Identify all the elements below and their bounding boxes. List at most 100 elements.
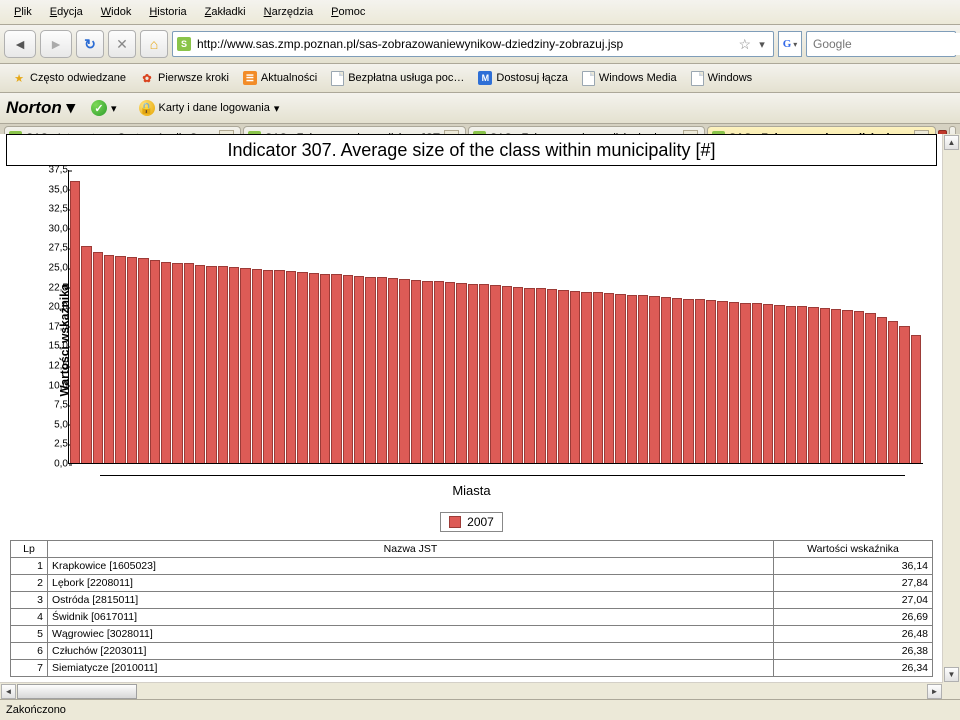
y-axis: 37,535,032,530,027,525,022,520,017,515,0… (34, 170, 68, 464)
chart-bar (388, 278, 398, 464)
search-input[interactable] (811, 33, 960, 55)
norton-status-button[interactable]: ✓ ▾ (85, 98, 123, 118)
chart-plot (70, 170, 921, 464)
bookmark-item[interactable]: ✿ Pierwsze kroki (134, 69, 235, 87)
search-bar[interactable] (806, 31, 956, 57)
bookmark-label: Pierwsze kroki (158, 72, 229, 84)
google-logo-icon: G (783, 38, 792, 50)
chart-bar (604, 293, 614, 464)
chart-bar (536, 288, 546, 464)
bookmark-star-icon[interactable]: ☆ (738, 36, 751, 53)
bookmark-label: Windows Media (599, 72, 677, 84)
chart-bar (468, 284, 478, 464)
chart-bar (627, 295, 637, 464)
bookmarks-toolbar: ★Często odwiedzane ✿ Pierwsze kroki ☰Aktual… (0, 64, 960, 93)
bookmark-item[interactable]: Windows (685, 69, 759, 88)
chart-bar (263, 270, 273, 464)
scroll-up-icon[interactable]: ▲ (944, 135, 959, 150)
site-favicon-icon: S (177, 37, 191, 51)
y-tick: 10,0 (34, 380, 68, 391)
chart-bar (865, 313, 875, 464)
url-dropdown-icon[interactable]: ▾ (755, 38, 769, 51)
forward-button[interactable]: ► (40, 30, 72, 58)
norton-cards-button[interactable]: 🔒Karty i dane logowania ▾ (133, 98, 286, 118)
y-tick: 22,5 (34, 282, 68, 293)
chart-bar (570, 291, 580, 464)
cell-lp: 4 (11, 609, 48, 626)
scroll-right-icon[interactable]: ► (927, 684, 942, 699)
chart-bar (411, 280, 421, 464)
bookmark-item[interactable]: Bezpłatna usługa poc… (325, 69, 470, 88)
horizontal-scrollbar[interactable]: ◄ ► (0, 682, 943, 700)
stop-button[interactable]: ✕ (108, 30, 136, 58)
menu-edycja[interactable]: Edycja (42, 4, 91, 20)
menu-plik[interactable]: Plik (6, 4, 40, 20)
legend-swatch (449, 516, 461, 528)
bookmark-item[interactable]: ☰Aktualności (237, 69, 323, 87)
url-bar[interactable]: S ☆ ▾ (172, 31, 774, 57)
legend-label: 2007 (467, 515, 494, 529)
firefox-icon: ✿ (140, 71, 154, 85)
table-row: 2Lębork [2208011]27,84 (11, 575, 933, 592)
chart-bar (127, 257, 137, 464)
chart-bar (615, 294, 625, 464)
cell-lp: 5 (11, 626, 48, 643)
page-viewport: Indicator 307. Average size of the class… (0, 134, 943, 683)
reload-button[interactable]: ↻ (76, 30, 104, 58)
chart-bar (888, 321, 898, 464)
bookmark-item[interactable]: Windows Media (576, 69, 683, 88)
chart-bar (115, 256, 125, 464)
chart-bar (195, 265, 205, 464)
chart-bar (343, 275, 353, 464)
page-icon (582, 71, 595, 86)
x-axis-underline (100, 475, 905, 476)
chart-bar (377, 277, 387, 464)
table-row: 4Świdnik [0617011]26,69 (11, 609, 933, 626)
scroll-down-icon[interactable]: ▼ (944, 667, 959, 682)
chart-bar (320, 274, 330, 465)
cell-lp: 3 (11, 592, 48, 609)
chart-bar (229, 267, 239, 464)
folder-star-icon: ★ (12, 71, 26, 85)
home-button[interactable]: ⌂ (140, 30, 168, 58)
y-axis-line (68, 170, 69, 464)
y-tick: 12,5 (34, 361, 68, 372)
back-button[interactable]: ◄ (4, 30, 36, 58)
bookmark-item[interactable]: ★Często odwiedzane (6, 69, 132, 87)
chart-bar (297, 272, 307, 464)
chart-bar (854, 311, 864, 464)
chart-bar (150, 260, 160, 464)
y-tick: 37,5 (34, 165, 68, 176)
chart-bar (434, 281, 444, 464)
scroll-corner (943, 683, 960, 700)
cell-lp: 2 (11, 575, 48, 592)
chart-bar (593, 292, 603, 464)
scroll-thumb[interactable] (17, 684, 137, 699)
cell-val: 26,48 (774, 626, 933, 643)
bookmark-label: Dostosuj łącza (496, 72, 568, 84)
cell-lp: 6 (11, 643, 48, 660)
menu-pomoc[interactable]: Pomoc (323, 4, 373, 20)
chart-bar (274, 270, 284, 464)
y-tick: 17,5 (34, 321, 68, 332)
url-input[interactable] (195, 33, 734, 55)
search-engine-button[interactable]: G ▾ (778, 31, 802, 57)
status-text: Zakończono (6, 704, 66, 716)
cell-name: Człuchów [2203011] (48, 643, 774, 660)
chart-bar (502, 286, 512, 464)
menu-historia[interactable]: Historia (141, 4, 194, 20)
bookmark-item[interactable]: MDostosuj łącza (472, 69, 574, 87)
chart-bar (399, 279, 409, 464)
chart-bar (172, 263, 182, 464)
scroll-left-icon[interactable]: ◄ (1, 684, 16, 699)
menu-zakładki[interactable]: Zakładki (197, 4, 254, 20)
page-icon (331, 71, 344, 86)
chart: Wartości wskaźnika 37,535,032,530,027,52… (10, 170, 933, 510)
menu-narzędzia[interactable]: Narzędzia (256, 4, 322, 20)
bookmark-label: Windows (708, 72, 753, 84)
vertical-scrollbar[interactable]: ▲ ▼ (942, 134, 960, 683)
chart-bar (717, 301, 727, 464)
menu-widok[interactable]: Widok (93, 4, 140, 20)
chart-bar (206, 266, 216, 464)
y-tick: 7,5 (34, 400, 68, 411)
